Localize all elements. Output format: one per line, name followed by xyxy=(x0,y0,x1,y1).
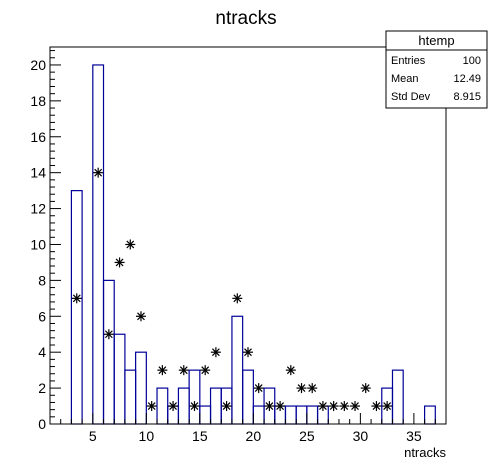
stats-mean-value: 12.49 xyxy=(453,73,481,85)
stats-box-title: htemp xyxy=(418,33,454,48)
y-tick-label: 16 xyxy=(30,129,46,145)
data-point-marker xyxy=(285,365,296,376)
stats-box: htemp Entries 100 Mean 12.49 Std Dev 8.9… xyxy=(385,30,488,109)
stats-box-frame xyxy=(385,30,488,109)
stats-mean-label: Mean xyxy=(391,73,419,85)
x-axis-label: ntracks xyxy=(404,445,446,460)
marker-layer xyxy=(71,167,393,412)
stats-stddev-value: 8.915 xyxy=(453,91,481,103)
data-point-marker xyxy=(146,401,157,412)
y-tick-label: 20 xyxy=(30,57,46,73)
y-tick-label: 10 xyxy=(30,236,46,252)
data-point-marker xyxy=(221,401,232,412)
data-point-marker xyxy=(371,401,382,412)
x-tick-label: 10 xyxy=(139,428,155,444)
x-tick-label: 30 xyxy=(353,428,369,444)
data-point-marker xyxy=(114,257,125,268)
data-point-marker xyxy=(382,401,393,412)
y-tick-label: 18 xyxy=(30,93,46,109)
data-point-marker xyxy=(200,365,211,376)
y-tick-label: 2 xyxy=(38,380,46,396)
data-point-marker xyxy=(264,401,275,412)
data-point-marker xyxy=(275,401,286,412)
data-point-marker xyxy=(296,383,307,394)
data-point-marker xyxy=(135,311,146,322)
data-point-marker xyxy=(168,401,179,412)
plot-frame xyxy=(49,46,447,425)
data-point-marker xyxy=(328,401,339,412)
data-point-marker xyxy=(253,383,264,394)
x-tick-label: 15 xyxy=(192,428,208,444)
y-tick-label: 0 xyxy=(38,416,46,432)
data-point-marker xyxy=(243,347,253,358)
data-point-marker xyxy=(125,239,136,250)
data-point-marker xyxy=(178,365,189,376)
data-point-marker xyxy=(232,293,243,304)
x-tick-label: 35 xyxy=(406,428,422,444)
data-point-marker xyxy=(307,383,318,394)
data-point-marker xyxy=(339,401,350,412)
y-tick-label: 6 xyxy=(38,308,46,324)
stats-stddev-label: Std Dev xyxy=(391,91,431,103)
stats-entries-value: 100 xyxy=(463,55,481,67)
stats-entries-label: Entries xyxy=(391,55,426,67)
data-point-marker xyxy=(317,401,328,412)
y-tick-label: 14 xyxy=(30,165,46,181)
data-point-marker xyxy=(350,401,361,412)
data-point-marker xyxy=(210,347,221,358)
axis-layer: 5 10 15 20 25 30 35 0 2 4 6 8 10 12 14 16 18 20 xyxy=(30,50,436,444)
y-tick-label: 4 xyxy=(38,344,46,360)
x-tick-label: 25 xyxy=(299,428,315,444)
data-point-marker xyxy=(103,329,114,340)
data-point-marker xyxy=(157,365,168,376)
data-point-marker xyxy=(93,167,104,178)
x-tick-label: 20 xyxy=(246,428,262,444)
x-tick-label: 5 xyxy=(89,428,97,444)
data-point-marker xyxy=(360,383,371,394)
y-tick-label: 8 xyxy=(38,272,46,288)
y-tick-label: 12 xyxy=(30,201,46,217)
chart-title: ntracks xyxy=(215,8,276,29)
data-point-marker xyxy=(71,293,82,304)
data-point-marker xyxy=(189,401,200,412)
